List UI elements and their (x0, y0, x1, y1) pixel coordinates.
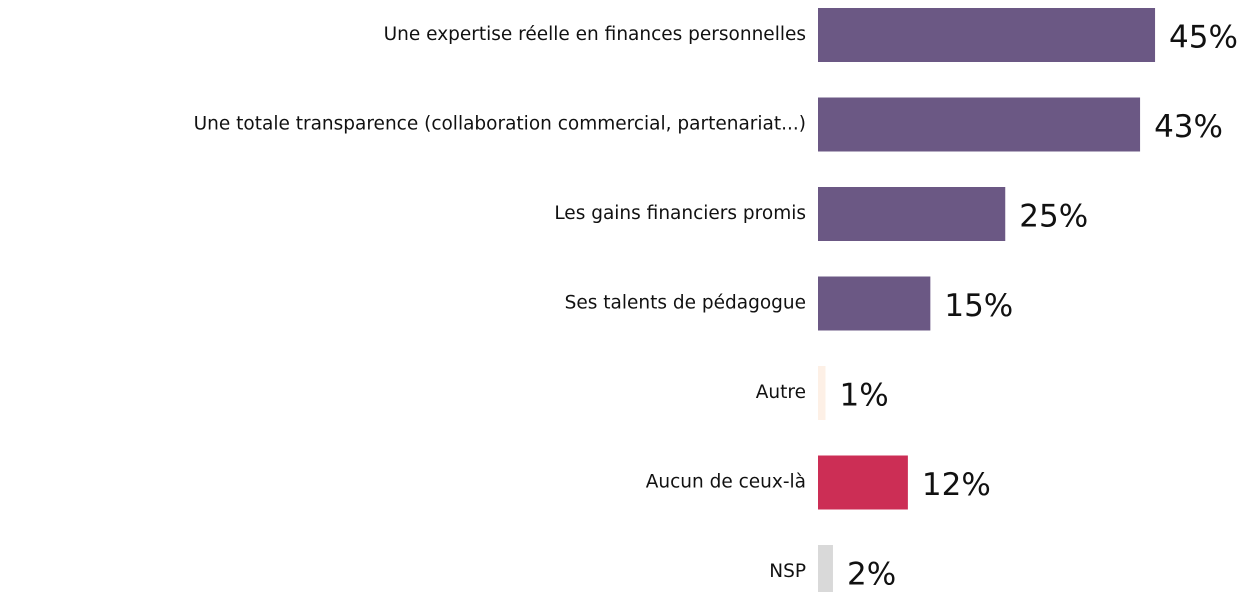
bar (818, 8, 1156, 62)
bar (818, 276, 931, 331)
category-label: Autre (756, 382, 806, 403)
bar (818, 545, 833, 592)
value-label: 25% (1019, 199, 1088, 235)
bar (818, 455, 908, 510)
category-label: NSP (769, 561, 806, 582)
category-label: Aucun de ceux-là (646, 472, 806, 493)
value-label: 1% (839, 378, 888, 414)
value-label: 12% (922, 467, 991, 503)
category-label: Les gains financiers promis (554, 203, 806, 224)
value-label: 45% (1169, 20, 1238, 56)
category-label: Ses talents de pédagogue (565, 293, 806, 314)
value-label: 15% (944, 288, 1013, 324)
value-label: 2% (847, 557, 896, 592)
value-label: 43% (1154, 109, 1223, 145)
bar (818, 97, 1141, 152)
bar (818, 366, 826, 420)
category-label: Une expertise réelle en finances personn… (384, 24, 806, 45)
category-label: Une totale transparence (collaboration c… (194, 114, 806, 135)
bar (818, 187, 1006, 241)
